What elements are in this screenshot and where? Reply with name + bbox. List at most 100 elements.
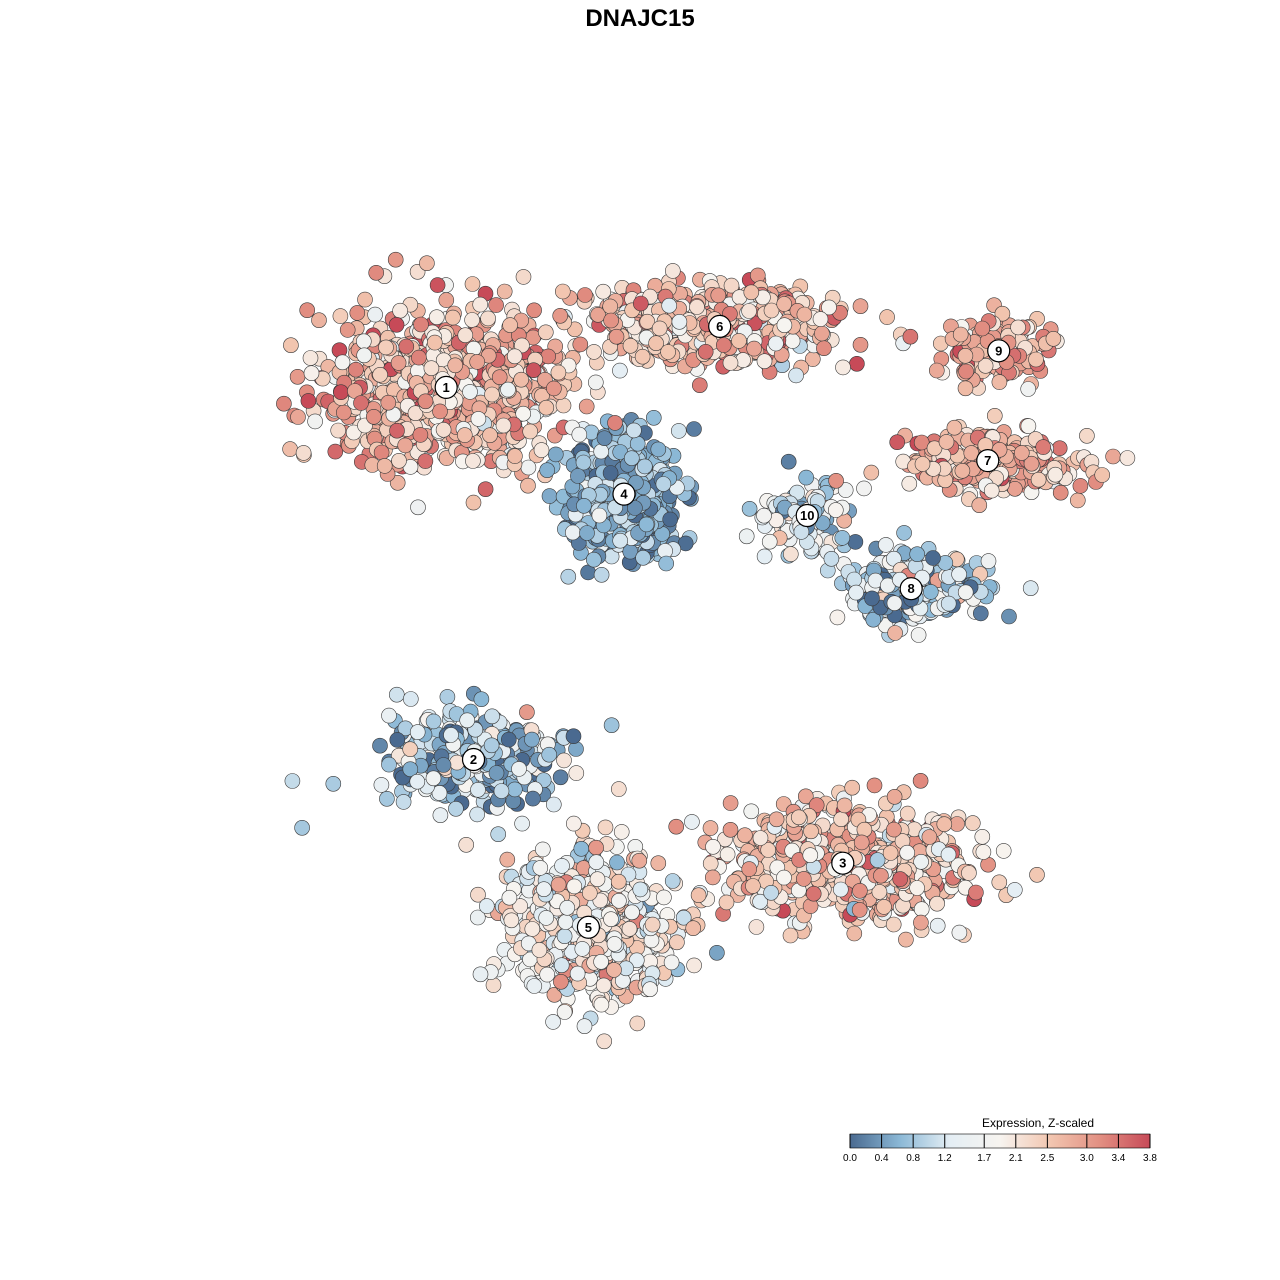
cell-point	[1105, 448, 1121, 465]
colorbar-tick-label: 3.0	[1080, 1153, 1094, 1164]
colorbar-tick-label: 0.0	[843, 1153, 857, 1164]
cell-point	[419, 255, 435, 272]
cluster-label-badge	[831, 851, 855, 875]
cell-point	[788, 367, 804, 384]
cell-point	[851, 902, 868, 918]
cluster-label-text: 6	[716, 319, 723, 334]
cell-point	[1028, 351, 1044, 368]
cell-point	[745, 878, 761, 894]
cell-point	[520, 477, 536, 494]
cell-point	[784, 333, 801, 349]
cell-point	[871, 884, 888, 900]
cell-point	[325, 775, 342, 792]
cell-point	[565, 728, 582, 745]
cell-point	[821, 299, 837, 316]
cluster-label-text: 8	[908, 581, 915, 596]
cell-point	[389, 732, 406, 748]
cell-point	[635, 549, 651, 566]
cell-point	[568, 741, 584, 757]
cell-point	[632, 881, 649, 898]
cell-point	[552, 307, 569, 324]
cell-point	[533, 442, 550, 458]
cell-point	[977, 357, 994, 374]
cell-point	[565, 815, 582, 832]
cell-point	[603, 911, 619, 928]
cell-point	[593, 996, 610, 1013]
cell-point	[741, 861, 758, 877]
cell-point	[578, 398, 595, 415]
cell-point	[389, 422, 405, 439]
cell-point	[852, 882, 868, 899]
cell-point	[552, 769, 569, 786]
cell-point	[483, 737, 500, 754]
cell-point	[541, 746, 558, 763]
cell-point	[631, 852, 648, 869]
cell-point	[798, 469, 815, 486]
cell-point	[390, 355, 407, 371]
cell-point	[974, 828, 991, 845]
cell-point	[588, 839, 604, 856]
cluster-label-badge	[899, 577, 923, 601]
cell-point	[392, 302, 408, 319]
cell-point	[484, 708, 500, 725]
cell-point	[413, 316, 429, 333]
cell-point	[671, 313, 688, 330]
cell-point	[570, 468, 586, 484]
cell-point	[902, 328, 919, 345]
cell-point	[829, 609, 846, 626]
cell-point	[462, 384, 478, 400]
cell-point	[974, 320, 991, 337]
cell-point	[511, 761, 527, 777]
cell-point	[379, 790, 395, 807]
cell-point	[339, 322, 356, 338]
cell-point	[495, 417, 512, 434]
cell-point	[553, 973, 569, 990]
cell-point	[958, 363, 974, 380]
cell-point	[425, 770, 442, 787]
colorbar-tick-label: 1.7	[977, 1153, 991, 1164]
cluster-label-8: 8	[899, 577, 923, 601]
cell-point	[761, 533, 778, 550]
cell-point	[457, 327, 474, 344]
cell-point	[834, 530, 851, 546]
cell-point	[913, 901, 930, 918]
cell-point	[705, 838, 721, 855]
cluster-label-text: 4	[620, 487, 628, 502]
cell-point	[1001, 608, 1017, 625]
cell-point	[991, 374, 1008, 390]
cell-point	[349, 305, 366, 321]
cell-point	[748, 919, 765, 935]
cell-point	[656, 889, 672, 906]
cell-point	[675, 909, 692, 926]
cell-point	[376, 458, 393, 474]
cell-point	[1119, 450, 1136, 466]
cell-point	[606, 936, 623, 952]
cell-point	[402, 741, 419, 758]
cell-point	[500, 731, 517, 748]
cell-point	[686, 957, 702, 974]
cell-point	[651, 320, 668, 337]
cell-point	[776, 296, 793, 312]
cell-point	[465, 453, 481, 469]
cell-point	[443, 727, 459, 743]
cell-point	[610, 781, 627, 797]
cell-point	[926, 440, 943, 457]
cell-point	[425, 713, 442, 730]
cell-point	[574, 941, 591, 957]
cell-point	[957, 347, 974, 364]
cell-point	[547, 446, 564, 463]
cell-point	[1094, 467, 1110, 483]
cell-point	[1047, 466, 1064, 483]
cell-point	[566, 878, 583, 895]
cell-point	[629, 1015, 646, 1032]
cluster-label-7: 7	[976, 449, 1000, 473]
cell-point	[448, 800, 464, 817]
cell-point	[1070, 492, 1086, 509]
cell-point	[964, 815, 981, 831]
cell-point	[432, 403, 448, 420]
cell-point	[459, 712, 476, 729]
cell-point	[886, 788, 903, 805]
cell-point	[668, 818, 685, 835]
cell-point	[493, 783, 510, 799]
